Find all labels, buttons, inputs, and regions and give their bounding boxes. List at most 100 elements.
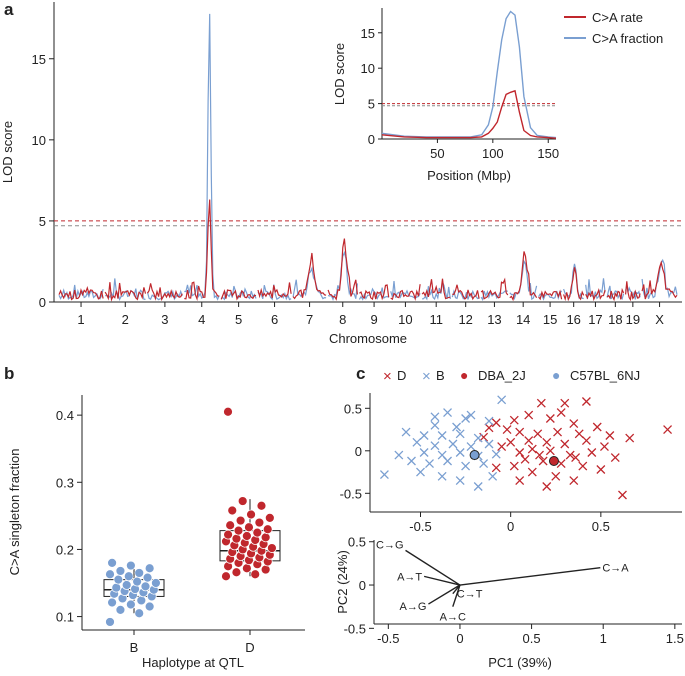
scatter-point-d <box>491 418 501 428</box>
chromosome-label: X <box>655 312 664 327</box>
inset-series-fraction <box>381 10 557 139</box>
loading-vector <box>428 584 461 605</box>
box-point <box>241 531 252 541</box>
box-point <box>134 608 145 619</box>
scatter-point-b <box>473 433 483 443</box>
c-legend: × D × B ● DBA_2J ● C57BL_6NJ <box>383 367 640 385</box>
scatter-point-d <box>524 410 534 420</box>
box-point <box>246 509 256 520</box>
box-point <box>105 569 115 580</box>
scatter-point-b <box>479 459 489 469</box>
scatter-point-d <box>560 398 570 408</box>
scatter-point-b <box>379 470 389 480</box>
box-point <box>140 581 151 592</box>
box-point <box>144 601 155 612</box>
box-point <box>136 595 147 606</box>
box-point <box>113 574 124 585</box>
loading-label: A→T <box>397 571 422 583</box>
scatter-point-b <box>455 448 465 457</box>
loading-label: C→A <box>602 563 629 575</box>
box-point <box>260 532 271 543</box>
loading-vector <box>459 567 601 586</box>
scatter-point-d <box>581 397 591 406</box>
box-point <box>231 533 242 544</box>
box-point <box>267 543 277 553</box>
chromosome-label: 10 <box>398 312 412 327</box>
ct-y-tick-label: -0.5 <box>340 486 362 501</box>
ct-y-tick-label: 0 <box>355 444 362 459</box>
inset-series-rate <box>381 89 557 139</box>
b-y-tick-label: 0.2 <box>56 542 74 557</box>
loading-vector <box>423 575 461 586</box>
panel-label-b: b <box>4 364 14 383</box>
box-point <box>264 512 275 523</box>
box-point <box>233 525 244 536</box>
box-point <box>151 578 161 588</box>
a-legend: C>A rate C>A fraction <box>564 10 663 46</box>
scatter-point-d <box>497 442 507 452</box>
scatter-point-b <box>461 414 471 423</box>
box-point <box>115 566 126 576</box>
scatter-point-d <box>553 427 563 437</box>
cb-x-tick-label: -0.5 <box>377 631 399 646</box>
a-y-tick-label: 15 <box>32 52 46 67</box>
loading-vector <box>405 549 461 586</box>
box-point <box>115 604 126 615</box>
inset-x-tick-label: 150 <box>537 146 559 161</box>
scatter-point-d <box>587 448 597 457</box>
scatter-point-d <box>542 437 552 447</box>
box-point <box>132 576 143 587</box>
box-point <box>223 406 233 417</box>
chromosome-label: 11 <box>429 312 443 327</box>
chromosome-label: 16 <box>566 312 580 327</box>
a-y-tick-label: 10 <box>32 133 46 148</box>
legend-marker-d: × <box>383 368 392 385</box>
legend-label-b: B <box>436 368 445 383</box>
loading-vector <box>452 584 461 607</box>
chromosome-label: 15 <box>543 312 557 327</box>
box-point <box>254 517 265 528</box>
inset-y-tick-label: 10 <box>361 61 375 76</box>
box-point <box>237 496 248 506</box>
loading-vector <box>452 584 461 595</box>
scatter-point-b <box>466 442 476 452</box>
scatter-point-d <box>533 429 543 439</box>
scatter-point-d <box>556 408 566 418</box>
chromosome-label: 6 <box>271 312 278 327</box>
loading-label: A→C <box>440 612 466 624</box>
inset-x-tick-label: 50 <box>430 146 444 161</box>
scatter-point-b <box>419 448 429 457</box>
scatter-point-b <box>419 431 429 440</box>
scatter-point-d <box>618 490 627 500</box>
cb-x-tick-label: 0.5 <box>523 631 541 646</box>
scatter-point-d <box>509 461 519 471</box>
scatter-point-d <box>502 425 512 435</box>
scatter-point-d <box>484 423 494 433</box>
scatter-point-d <box>515 476 525 486</box>
scatter-point-b <box>448 439 458 449</box>
scatter-point-b <box>443 456 453 466</box>
b-x-label: Haplotype at QTL <box>142 655 244 670</box>
chromosome-label: 9 <box>370 312 377 327</box>
box-point <box>252 527 263 538</box>
a-y-label: LOD score <box>0 121 15 183</box>
chromosome-label: 12 <box>458 312 472 327</box>
scatter-point-b <box>484 439 494 449</box>
box-point <box>107 557 117 568</box>
legend-marker-c57: ● <box>552 367 560 383</box>
loading-label: C→T <box>457 589 483 601</box>
scatter-point-dba_2j <box>548 456 559 466</box>
box-point <box>262 524 273 535</box>
box-point <box>241 563 252 574</box>
scatter-point-d <box>569 476 579 486</box>
pca-loadings: -0.500.5-0.5 0 0.5 1 1.5 C→GA→TA→GA→CC→TC→A … <box>335 535 684 670</box>
scatter-point-b <box>491 449 501 459</box>
box-point <box>256 500 267 511</box>
scatter-point-d <box>527 467 537 477</box>
b-x-tick-label: D <box>245 640 254 655</box>
scatter-point-d <box>625 433 635 443</box>
scatter-point-d <box>581 436 591 446</box>
scatter-point-d <box>545 446 555 456</box>
scatter-point-b <box>430 420 440 430</box>
